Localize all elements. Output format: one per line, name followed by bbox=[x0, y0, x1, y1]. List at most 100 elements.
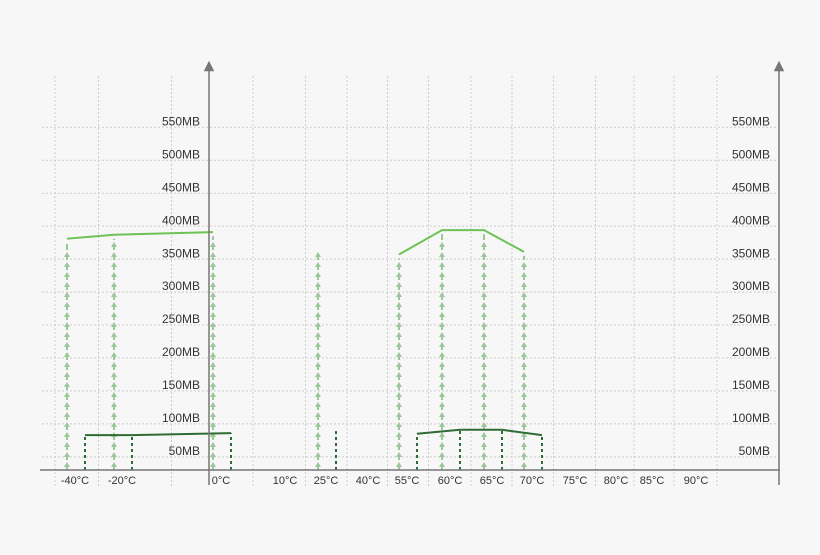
arrow-head bbox=[439, 442, 445, 447]
arrow-head bbox=[521, 292, 527, 297]
series-line bbox=[66, 229, 525, 256]
arrow-head bbox=[521, 382, 527, 387]
arrow-head bbox=[521, 402, 527, 407]
arrow-head bbox=[210, 422, 216, 427]
arrow-head bbox=[315, 422, 321, 427]
x-tick-label: 90°C bbox=[684, 475, 709, 487]
arrow-head bbox=[439, 422, 445, 427]
y-tick-label: 200MB bbox=[162, 345, 200, 359]
y-tick-label: 500MB bbox=[162, 147, 200, 161]
arrow-head bbox=[111, 352, 117, 357]
arrow-head bbox=[210, 362, 216, 367]
arrow-head bbox=[521, 272, 527, 277]
arrow-head bbox=[521, 452, 527, 457]
arrow-head bbox=[210, 402, 216, 407]
arrow-head bbox=[64, 342, 70, 347]
arrow-head bbox=[439, 402, 445, 407]
arrow-head bbox=[210, 372, 216, 377]
arrow-head bbox=[64, 262, 70, 267]
arrow-head bbox=[481, 322, 487, 327]
arrow-head bbox=[521, 422, 527, 427]
arrow-head bbox=[64, 392, 70, 397]
arrow-head bbox=[111, 452, 117, 457]
arrow-head bbox=[521, 342, 527, 347]
y-tick-label: 300MB bbox=[162, 279, 200, 293]
arrow-head bbox=[210, 242, 216, 247]
arrow-head bbox=[111, 292, 117, 297]
arrow-head bbox=[210, 452, 216, 457]
arrow-head bbox=[439, 292, 445, 297]
arrow-head bbox=[521, 312, 527, 317]
series-line bbox=[85, 428, 543, 437]
arrow-head bbox=[439, 432, 445, 437]
arrow-head bbox=[111, 462, 117, 467]
arrow-head bbox=[64, 352, 70, 357]
arrow-head bbox=[481, 272, 487, 277]
x-tick-label: -40°C bbox=[61, 475, 89, 487]
arrow-head bbox=[396, 302, 402, 307]
arrow-head bbox=[521, 412, 527, 417]
arrow-head bbox=[481, 412, 487, 417]
x-tick-label: -20°C bbox=[108, 475, 136, 487]
arrow-head bbox=[111, 312, 117, 317]
arrow-head bbox=[396, 292, 402, 297]
arrow-head bbox=[439, 312, 445, 317]
arrow-head bbox=[64, 372, 70, 377]
y-tick-label: 50MB bbox=[169, 444, 200, 458]
y2-tick-label: 150MB bbox=[732, 378, 770, 392]
arrow-head bbox=[481, 372, 487, 377]
arrow-head bbox=[481, 452, 487, 457]
arrow-head bbox=[210, 312, 216, 317]
arrow-head bbox=[111, 402, 117, 407]
x-tick-label: 25°C bbox=[314, 475, 339, 487]
arrow-head bbox=[210, 252, 216, 257]
arrow-head bbox=[481, 342, 487, 347]
arrow-head bbox=[315, 462, 321, 467]
arrow-head bbox=[521, 322, 527, 327]
arrow-head bbox=[315, 372, 321, 377]
arrow-head bbox=[439, 252, 445, 257]
y2-tick-label: 500MB bbox=[732, 147, 770, 161]
arrow-head bbox=[111, 322, 117, 327]
y2-tick-label: 350MB bbox=[732, 246, 770, 260]
arrow-head bbox=[64, 462, 70, 467]
x-tick-label: 80°C bbox=[604, 475, 629, 487]
arrow-head bbox=[521, 262, 527, 267]
arrow-head bbox=[481, 312, 487, 317]
arrow-head bbox=[396, 322, 402, 327]
arrow-head bbox=[396, 442, 402, 447]
arrow-head bbox=[210, 382, 216, 387]
arrow-head bbox=[315, 322, 321, 327]
arrow-head bbox=[111, 382, 117, 387]
arrow-head bbox=[439, 322, 445, 327]
arrow-head bbox=[521, 392, 527, 397]
y2-tick-label: 250MB bbox=[732, 312, 770, 326]
arrow-head bbox=[64, 292, 70, 297]
arrow-head bbox=[111, 342, 117, 347]
arrow-head bbox=[439, 452, 445, 457]
arrow-head bbox=[210, 322, 216, 327]
arrow-head bbox=[64, 422, 70, 427]
x-tick-label: 70°C bbox=[520, 475, 545, 487]
arrow-head bbox=[481, 402, 487, 407]
arrow-head bbox=[64, 362, 70, 367]
arrow-head bbox=[111, 242, 117, 247]
arrow-head bbox=[315, 392, 321, 397]
arrow-head bbox=[111, 282, 117, 287]
arrow-head bbox=[315, 412, 321, 417]
arrow-head bbox=[111, 362, 117, 367]
arrow-head bbox=[315, 272, 321, 277]
arrow-head bbox=[396, 312, 402, 317]
arrow-head bbox=[315, 252, 321, 257]
arrow-head bbox=[481, 432, 487, 437]
y-tick-label: 250MB bbox=[162, 312, 200, 326]
arrow-head bbox=[439, 242, 445, 247]
arrow-head bbox=[111, 442, 117, 447]
arrow-head bbox=[396, 462, 402, 467]
arrow-head bbox=[64, 402, 70, 407]
arrow-head bbox=[111, 252, 117, 257]
x-tick-label: 0°C bbox=[212, 475, 231, 487]
arrow-head bbox=[210, 262, 216, 267]
arrow-head bbox=[396, 452, 402, 457]
arrow-head bbox=[64, 382, 70, 387]
